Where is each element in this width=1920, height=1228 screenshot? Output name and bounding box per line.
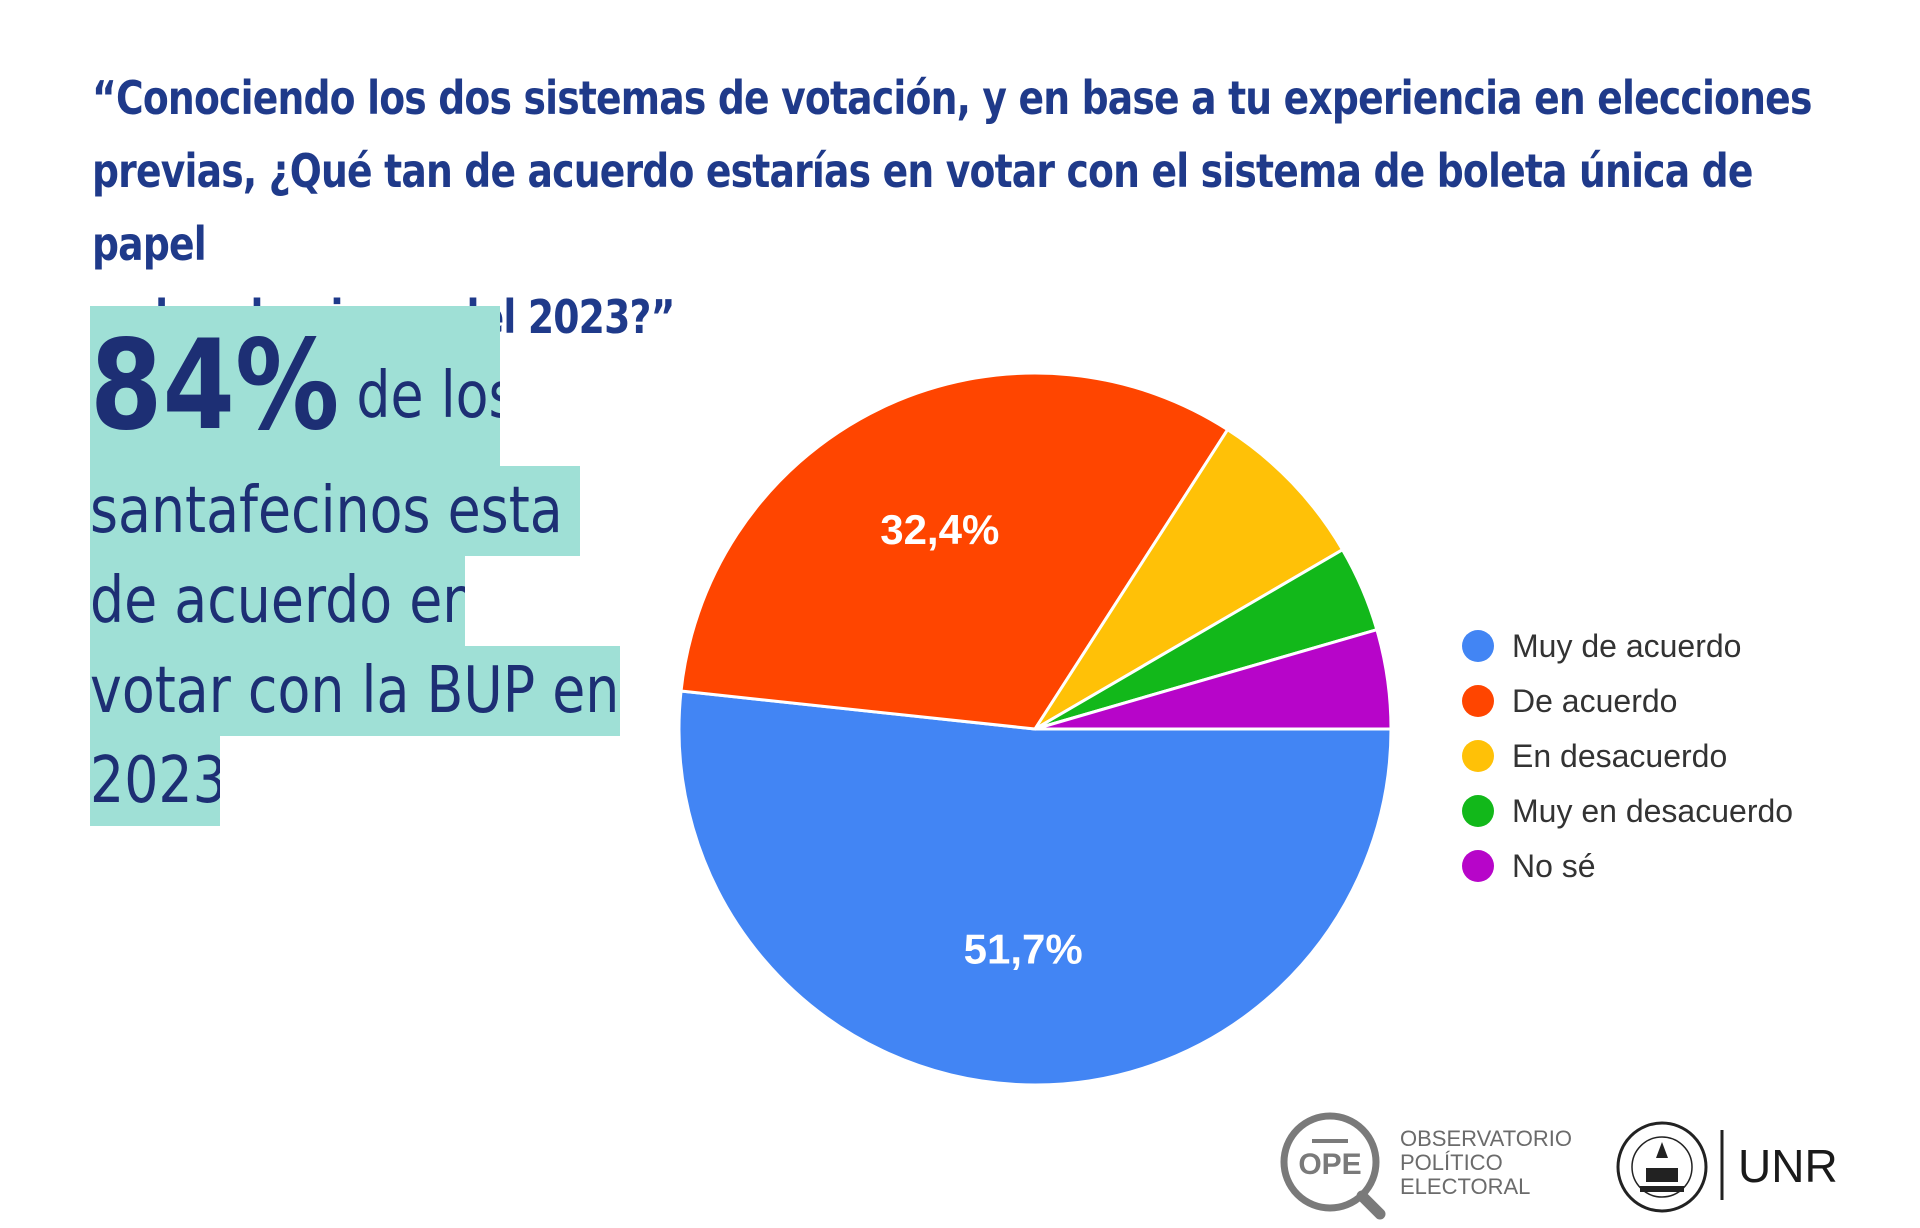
legend-swatch	[1462, 850, 1494, 882]
ope-text-1: OBSERVATORIO	[1400, 1126, 1572, 1151]
legend-swatch	[1462, 795, 1494, 827]
headline-line-1-rest: de los	[339, 359, 500, 433]
pie-data-labels: 51,7% 32,4%	[880, 506, 1083, 973]
question-title: “Conociendo los dos sistemas de votación…	[92, 62, 1863, 354]
headline-line-2: santafecinos esta	[90, 466, 580, 556]
unr-torch-icon	[1640, 1142, 1684, 1192]
legend-swatch	[1462, 685, 1494, 717]
pie-data-label: 32,4%	[880, 506, 999, 553]
headline-line-5: 2023	[90, 736, 220, 826]
question-line-2: previas, ¿Qué tan de acuerdo estarías en…	[92, 144, 1753, 271]
legend-label: No sé	[1512, 848, 1596, 884]
legend-label: De acuerdo	[1512, 683, 1677, 719]
pie-data-label: 51,7%	[964, 925, 1083, 972]
question-line-1: “Conociendo los dos sistemas de votación…	[92, 71, 1812, 125]
chart-legend: Muy de acuerdo De acuerdo En desacuerdo Muy…	[1462, 628, 1793, 884]
ope-magnifier-icon	[1280, 1112, 1380, 1212]
legend-swatch	[1462, 740, 1494, 772]
ope-mark: OPE	[1298, 1148, 1361, 1181]
headline-percentage: 84%	[90, 314, 340, 458]
pie-slice-no-se	[1034, 627, 1393, 731]
ope-text-2: POLÍTICO	[1400, 1150, 1503, 1175]
ope-magnifier-handle	[1356, 1190, 1386, 1220]
pie-slices	[677, 371, 1393, 1087]
headline-line-3: de acuerdo en	[90, 556, 465, 646]
legend-label: En desacuerdo	[1512, 738, 1727, 774]
pie-slice-muy-de-acuerdo	[677, 689, 1393, 1087]
ope-text-3: ELECTORAL	[1400, 1174, 1530, 1199]
headline-line-1: 84% de los	[90, 306, 500, 466]
unr-text: UNR	[1738, 1140, 1838, 1192]
unr-seal-icon	[1616, 1121, 1708, 1213]
headline-line-4: votar con la BUP en	[90, 646, 620, 736]
legend-label: Muy de acuerdo	[1512, 628, 1741, 664]
ope-logo: OPE OBSERVATORIO POLÍTICO ELECTORAL	[1280, 1112, 1572, 1220]
pie-slice-en-desacuerdo	[1033, 427, 1345, 731]
legend-swatch	[1462, 630, 1494, 662]
unr-logo: UNR	[1616, 1121, 1838, 1213]
legend-label: Muy en desacuerdo	[1512, 793, 1793, 829]
